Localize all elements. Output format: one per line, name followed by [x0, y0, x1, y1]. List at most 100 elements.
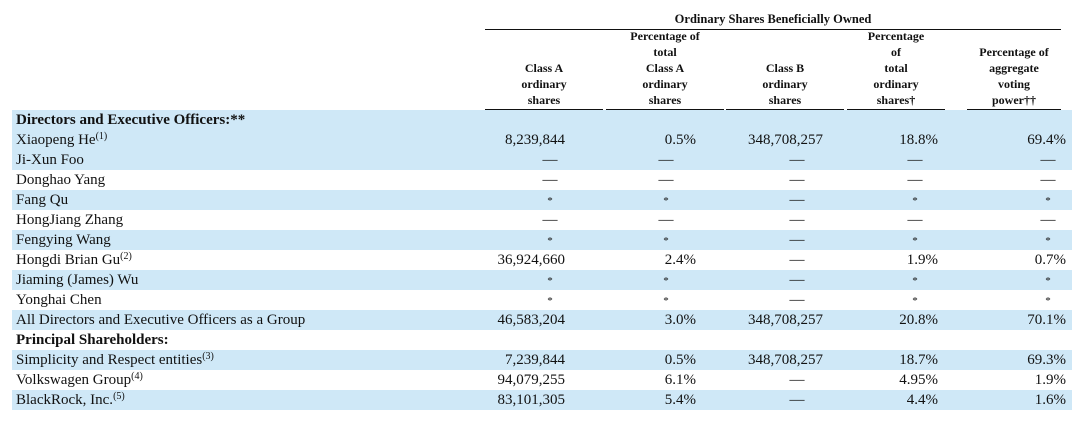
row-label: Hongdi Brian Gu(2) [16, 250, 132, 270]
value-cell: 4.95% [899, 372, 938, 388]
less-than-one-percent-mark: * [656, 290, 676, 310]
value-cell: 46,583,204 [497, 312, 566, 328]
less-than-one-percent-mark: * [656, 230, 676, 250]
em-dash: — [907, 212, 923, 228]
row-label: Yonghai Chen [16, 290, 102, 310]
em-dash: — [1040, 212, 1056, 228]
table-body: Directors and Executive Officers:** Xiaop… [12, 110, 1072, 410]
value-cell: 20.8% [899, 312, 938, 328]
dash-cell: — [1038, 170, 1058, 190]
dash-cell: — [905, 210, 925, 230]
value-cell: 94,079,255 [497, 372, 566, 388]
row-label-text: HongJiang Zhang [16, 212, 124, 228]
em-dash: — [658, 152, 674, 168]
em-dash: — [1040, 172, 1056, 188]
less-than-one-percent-mark: * [540, 190, 560, 210]
dash-cell: — [1038, 150, 1058, 170]
table-row: HongJiang Zhang — — — — — [12, 210, 1072, 230]
footnote-ref: (1) [95, 131, 108, 142]
em-dash: — [789, 232, 805, 248]
dash-cell: — [656, 170, 676, 190]
dash-cell: — [787, 210, 807, 230]
row-label: Volkswagen Group(4) [16, 370, 143, 390]
col-header-class-b-shares: Class B ordinary shares [726, 60, 844, 110]
value-cell: 348,708,257 [748, 312, 823, 328]
value-cell: 348,708,257 [748, 132, 823, 148]
less-than-one-percent-mark: * [540, 230, 560, 250]
row-label: Simplicity and Respect entities(3) [16, 350, 214, 370]
dash-cell: — [540, 170, 560, 190]
row-label-text: Ji-Xun Foo [16, 152, 84, 168]
dash-cell: — [787, 230, 807, 250]
table-row: Yonghai Chen * * — * * [12, 290, 1072, 310]
value-cell: 4.4% [906, 392, 938, 408]
less-than-one-percent-mark: * [905, 230, 925, 250]
dash-cell: — [787, 370, 807, 390]
em-dash: — [542, 212, 558, 228]
asterisk-glyph: * [912, 275, 918, 287]
value-cell: 18.7% [899, 352, 938, 368]
asterisk-glyph: * [547, 295, 553, 307]
em-dash: — [789, 172, 805, 188]
value-cell: 6.1% [664, 372, 696, 388]
dash-cell: — [787, 250, 807, 270]
asterisk-glyph: * [663, 195, 669, 207]
value-cell: 70.1% [1027, 312, 1066, 328]
table-row: Hongdi Brian Gu(2) 36,924,660 2.4% — 1.9% 0.7… [12, 250, 1072, 270]
asterisk-glyph: * [912, 195, 918, 207]
row-label: Principal Shareholders: [16, 330, 169, 350]
value-cell: 1.9% [906, 252, 938, 268]
em-dash: — [907, 152, 923, 168]
dash-cell: — [656, 150, 676, 170]
less-than-one-percent-mark: * [540, 290, 560, 310]
value-cell: 7,239,844 [505, 352, 565, 368]
value-cell: 69.4% [1027, 132, 1066, 148]
dash-cell: — [905, 170, 925, 190]
row-label-text: Jiaming (James) Wu [16, 272, 139, 288]
dash-cell: — [787, 150, 807, 170]
table-row: BlackRock, Inc.(5) 83,101,305 5.4% — 4.4% 1.6… [12, 390, 1072, 410]
asterisk-glyph: * [547, 275, 553, 287]
col-header-pct-total: Percentage of total ordinary shares† [847, 28, 945, 110]
row-label-text: All Directors and Executive Officers as … [16, 312, 306, 328]
table-row: Volkswagen Group(4) 94,079,255 6.1% — 4.95% 1… [12, 370, 1072, 390]
value-cell: 36,924,660 [497, 252, 566, 268]
row-label: BlackRock, Inc.(5) [16, 390, 125, 410]
em-dash: — [542, 172, 558, 188]
less-than-one-percent-mark: * [905, 290, 925, 310]
em-dash: — [789, 252, 805, 268]
footnote-ref: (3) [202, 351, 214, 362]
value-cell: 5.4% [664, 392, 696, 408]
em-dash: — [789, 292, 805, 308]
row-label: All Directors and Executive Officers as … [16, 310, 305, 330]
value-cell: 18.8% [899, 132, 938, 148]
group-header: Ordinary Shares Beneficially Owned [485, 11, 1061, 30]
dash-cell: — [787, 270, 807, 290]
table-row: Simplicity and Respect entities(3) 7,239,… [12, 350, 1072, 370]
less-than-one-percent-mark: * [1038, 270, 1058, 290]
em-dash: — [789, 272, 805, 288]
dash-cell: — [787, 290, 807, 310]
dash-cell: — [540, 210, 560, 230]
less-than-one-percent-mark: * [1038, 190, 1058, 210]
row-label-text: Yonghai Chen [16, 292, 102, 308]
dash-cell: — [787, 190, 807, 210]
row-label-text: Fang Qu [16, 192, 69, 208]
col-header-class-a-shares: Class A ordinary shares [485, 60, 603, 110]
asterisk-glyph: * [547, 235, 553, 247]
footnote-ref: (4) [131, 371, 143, 382]
less-than-one-percent-mark: * [656, 190, 676, 210]
section-row: Principal Shareholders: [12, 330, 1072, 350]
row-label-text: Xiaopeng He [16, 132, 96, 148]
em-dash: — [658, 212, 674, 228]
ownership-table: Ordinary Shares Beneficially Owned Class… [12, 8, 1072, 420]
em-dash: — [789, 212, 805, 228]
less-than-one-percent-mark: * [905, 190, 925, 210]
row-label-text: BlackRock, Inc. [16, 392, 114, 408]
table-row: Xiaopeng He(1) 8,239,844 0.5% 348,708,257 18… [12, 130, 1072, 150]
less-than-one-percent-mark: * [1038, 230, 1058, 250]
row-label-text: Directors and Executive Officers:** [16, 112, 246, 128]
em-dash: — [1040, 152, 1056, 168]
value-cell: 1.9% [1034, 372, 1066, 388]
less-than-one-percent-mark: * [656, 270, 676, 290]
